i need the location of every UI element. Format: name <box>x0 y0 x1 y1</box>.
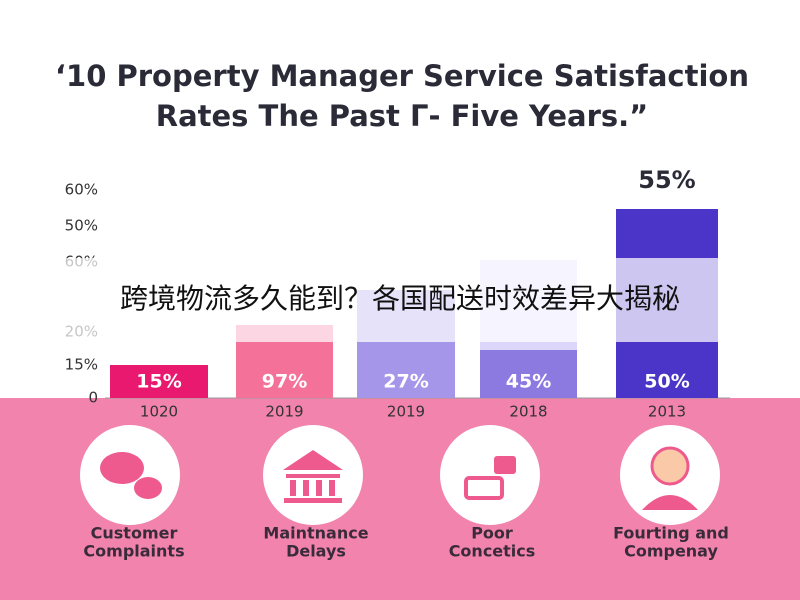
icon-circle <box>440 425 540 525</box>
bar <box>480 350 577 398</box>
category-label: 2013 <box>648 403 686 421</box>
axis-label: 60% <box>65 181 98 199</box>
title-line: ‘10 Property Manager Service Satisfactio… <box>55 59 749 93</box>
bar-label: 27% <box>383 371 428 393</box>
icon-label: Compenay <box>624 542 718 561</box>
bar <box>110 365 208 398</box>
category-label: 1020 <box>140 403 178 421</box>
banner-bg <box>0 258 800 342</box>
bar-label: 15% <box>136 371 181 393</box>
icon <box>650 446 690 486</box>
category-label: 2019 <box>265 403 303 421</box>
icon <box>642 495 698 510</box>
icon <box>100 452 144 484</box>
axis-label: 50% <box>65 217 98 235</box>
bar-label: 45% <box>506 371 551 393</box>
icon <box>464 476 504 500</box>
axis-label: 0 <box>88 389 98 407</box>
category-label: 2019 <box>387 403 425 421</box>
icon-label: Poor <box>471 524 513 543</box>
top-label: 55% <box>638 166 695 194</box>
bar-label: 97% <box>262 371 307 393</box>
category-label: 2018 <box>509 403 547 421</box>
icon <box>134 477 162 499</box>
icon <box>494 456 516 474</box>
icon-label: Concetics <box>449 542 536 561</box>
icon-label: Maintnance <box>263 524 368 543</box>
icon-label: Customer <box>91 524 178 543</box>
icon-label: Complaints <box>83 542 184 561</box>
bar-label: 50% <box>644 371 689 393</box>
icon-label: Delays <box>286 542 346 561</box>
title-line: Rates The Past Г- Five Years.” <box>156 99 649 133</box>
icon <box>283 450 343 503</box>
banner-text: 跨境物流多久能到？各国配送时效差异大揭秘 <box>120 282 680 315</box>
axis-label: 15% <box>65 356 98 374</box>
icon-label: Fourting and <box>613 524 729 543</box>
